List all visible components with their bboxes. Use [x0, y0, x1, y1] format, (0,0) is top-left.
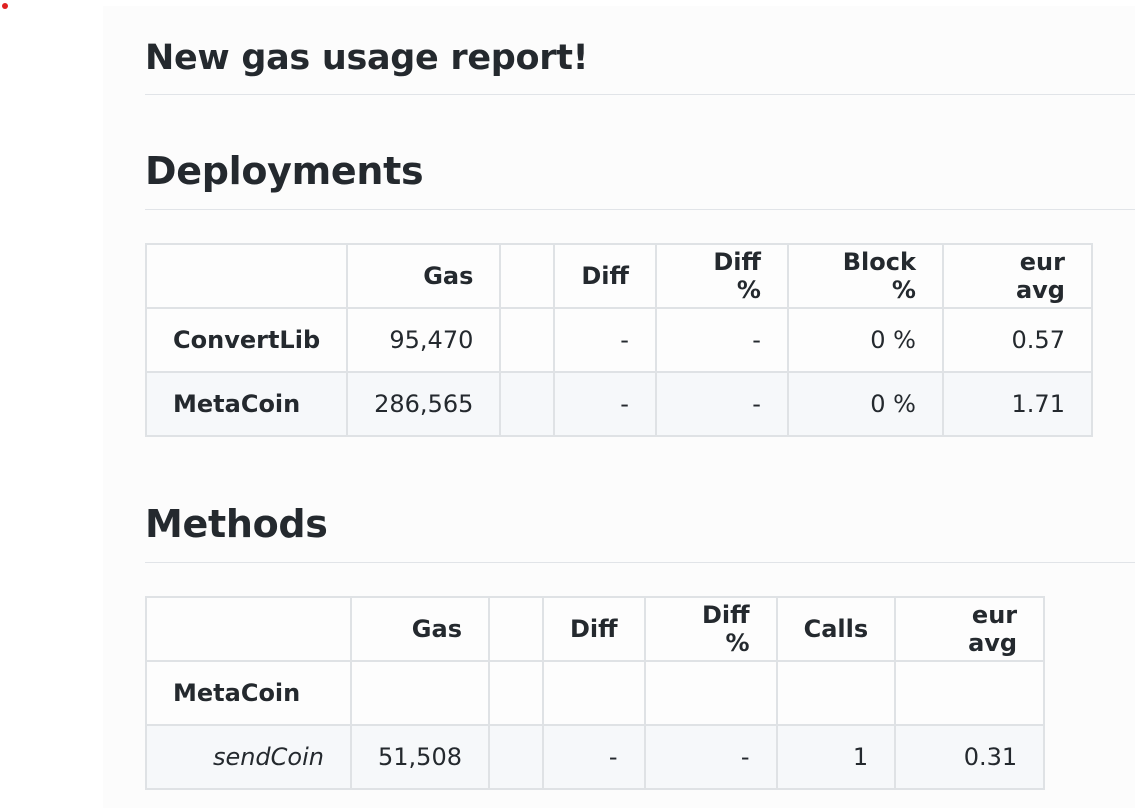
block-pct-value: 0 % — [786, 371, 944, 437]
diff-pct-value: - — [654, 371, 789, 437]
methods-divider — [145, 562, 1135, 563]
col-header-diff-pct: Diff % — [654, 243, 789, 309]
empty-cell — [894, 660, 1046, 726]
eur-avg-value: 0.57 — [941, 307, 1093, 373]
diff-value: - — [553, 371, 657, 437]
method-name: sendCoin — [145, 724, 352, 790]
col-header-blank — [487, 596, 544, 662]
contract-name: MetaCoin — [145, 660, 352, 726]
col-header-eur-avg: eur avg — [941, 243, 1093, 309]
empty-cell — [541, 660, 646, 726]
blank-cell — [499, 307, 556, 373]
methods-table: Gas Diff Diff % Calls eur avg MetaCoin s… — [145, 596, 1046, 790]
col-header-gas: Gas — [346, 243, 502, 309]
gas-value: 51,508 — [350, 724, 490, 790]
deployments-header-row: Gas Diff Diff % Block % eur avg — [144, 243, 1093, 309]
col-header-gas: Gas — [350, 596, 490, 662]
deployments-table: Gas Diff Diff % Block % eur avg ConvertL… — [144, 243, 1093, 437]
empty-cell — [350, 660, 490, 726]
methods-heading: Methods — [145, 502, 328, 546]
col-header-contract — [145, 596, 352, 662]
deployments-heading: Deployments — [145, 149, 424, 193]
empty-cell — [643, 660, 778, 726]
deployments-divider — [145, 209, 1135, 210]
blank-cell — [499, 371, 556, 437]
col-header-calls: Calls — [775, 596, 897, 662]
table-row: MetaCoin 286,565 - - 0 % 1.71 — [144, 371, 1093, 437]
diff-pct-value: - — [643, 724, 778, 790]
diff-pct-value: - — [654, 307, 789, 373]
diff-value: - — [541, 724, 646, 790]
col-header-diff-pct: Diff % — [643, 596, 778, 662]
red-indicator-dot — [2, 3, 8, 9]
col-header-blank — [499, 243, 556, 309]
col-header-diff: Diff — [541, 596, 646, 662]
contract-name: ConvertLib — [144, 307, 349, 373]
col-header-contract — [144, 243, 349, 309]
empty-cell — [487, 660, 544, 726]
eur-avg-value: 0.31 — [894, 724, 1046, 790]
gas-value: 95,470 — [346, 307, 502, 373]
col-header-block-pct: Block % — [786, 243, 944, 309]
blank-cell — [487, 724, 544, 790]
col-header-diff: Diff — [553, 243, 657, 309]
contract-name: MetaCoin — [144, 371, 349, 437]
gas-value: 286,565 — [346, 371, 502, 437]
title-divider — [145, 94, 1135, 95]
calls-value: 1 — [775, 724, 897, 790]
col-header-eur-avg: eur avg — [894, 596, 1046, 662]
empty-cell — [775, 660, 897, 726]
report-title: New gas usage report! — [145, 38, 589, 78]
eur-avg-value: 1.71 — [941, 371, 1093, 437]
table-row: sendCoin 51,508 - - 1 0.31 — [145, 724, 1046, 790]
contract-group-row: MetaCoin — [145, 660, 1046, 726]
methods-header-row: Gas Diff Diff % Calls eur avg — [145, 596, 1046, 662]
table-row: ConvertLib 95,470 - - 0 % 0.57 — [144, 307, 1093, 373]
diff-value: - — [553, 307, 657, 373]
block-pct-value: 0 % — [786, 307, 944, 373]
